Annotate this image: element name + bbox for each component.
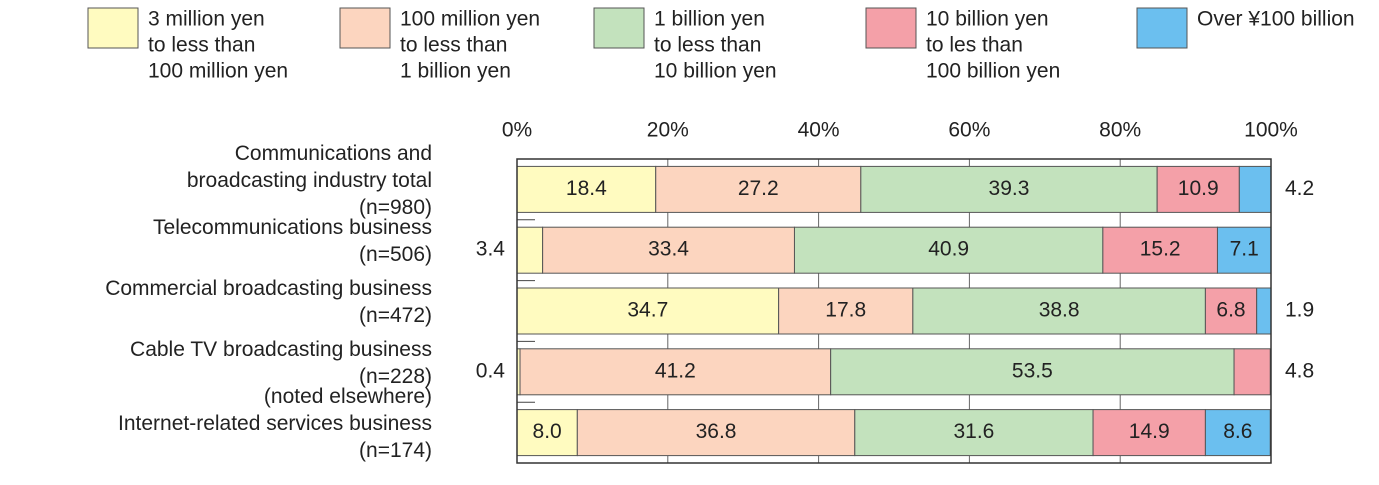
- x-tick-label: 100%: [1244, 119, 1298, 142]
- legend-label: to less than: [400, 34, 507, 57]
- value-label: 31.6: [953, 420, 994, 443]
- value-label: 53.5: [1012, 359, 1053, 382]
- bar-segment: [1233, 348, 1271, 396]
- category-label: (n=980): [359, 196, 432, 219]
- legend-label: 100 million yen: [148, 60, 288, 83]
- category-label: (n=174): [359, 439, 432, 462]
- value-label: 4.8: [1285, 359, 1314, 382]
- value-label: 4.2: [1285, 177, 1314, 200]
- legend-label: 100 billion yen: [926, 60, 1060, 83]
- category-label: Internet-related services business: [118, 412, 432, 435]
- legend-swatch: [339, 7, 391, 49]
- x-tick-label: 80%: [1099, 119, 1141, 142]
- value-label: 15.2: [1140, 238, 1181, 261]
- bar-segment: [516, 287, 780, 335]
- bar-segment: [1092, 409, 1206, 457]
- legend-swatch: [593, 7, 645, 49]
- legend-label: Over ¥100 billion: [1197, 8, 1355, 31]
- legend-label: 1 billion yen: [654, 8, 765, 31]
- bar-segment: [1238, 165, 1272, 213]
- bar-segment: [1204, 409, 1271, 457]
- category-label: (n=228): [359, 365, 432, 388]
- value-label: 7.1: [1230, 238, 1259, 261]
- plot-frame: [516, 158, 1272, 464]
- value-label: 8.6: [1223, 420, 1252, 443]
- value-label: 27.2: [738, 177, 779, 200]
- value-label: 39.3: [989, 177, 1030, 200]
- legend-label: to les than: [926, 34, 1023, 57]
- bar-segment: [542, 226, 795, 274]
- x-tick-label: 60%: [948, 119, 990, 142]
- value-label: 0.4: [476, 359, 506, 382]
- category-label: (noted elsewhere): [264, 385, 432, 408]
- value-label: 18.4: [566, 177, 607, 200]
- value-label: 17.8: [825, 299, 866, 322]
- bar-segment: [854, 409, 1094, 457]
- x-tick-label: 40%: [798, 119, 840, 142]
- category-label: Communications and: [235, 142, 432, 165]
- category-label: (n=506): [359, 243, 432, 266]
- value-label: 14.9: [1129, 420, 1170, 443]
- legend-swatch: [87, 7, 139, 49]
- value-label: 6.8: [1216, 299, 1245, 322]
- bar-segment: [516, 226, 544, 274]
- bar-segment: [519, 348, 832, 396]
- bar-segment: [912, 287, 1206, 335]
- bar-segment: [860, 165, 1158, 213]
- category-label: Commercial broadcasting business: [105, 277, 432, 300]
- value-label: 10.9: [1178, 177, 1219, 200]
- x-tick-label: 0%: [502, 119, 532, 142]
- legend-label: 10 billion yen: [654, 60, 777, 83]
- legend-swatch: [865, 7, 917, 49]
- legend-label: 1 billion yen: [400, 60, 511, 83]
- legend-swatch: [1136, 7, 1188, 49]
- x-tick-label: 20%: [647, 119, 689, 142]
- legend-label: 10 billion yen: [926, 8, 1049, 31]
- value-label: 41.2: [655, 359, 696, 382]
- value-label: 3.4: [476, 238, 506, 261]
- legend-label: to less than: [148, 34, 255, 57]
- category-label: Cable TV broadcasting business: [130, 338, 432, 361]
- legend-label: 100 million yen: [400, 8, 540, 31]
- value-label: 8.0: [533, 420, 562, 443]
- value-label: 36.8: [696, 420, 737, 443]
- category-label: (n=472): [359, 304, 432, 327]
- bar-segment: [655, 165, 862, 213]
- legend-label: 3 million yen: [148, 8, 265, 31]
- value-label: 38.8: [1039, 299, 1080, 322]
- category-label: Telecommunications business: [153, 216, 432, 239]
- bar-segment: [1102, 226, 1218, 274]
- value-label: 1.9: [1285, 299, 1314, 322]
- bar-segment: [516, 409, 578, 457]
- value-label: 40.9: [928, 238, 969, 261]
- bar-segment: [1216, 226, 1272, 274]
- bar-segment: [830, 348, 1235, 396]
- bar-segment: [1156, 165, 1240, 213]
- category-label: broadcasting industry total: [187, 169, 432, 192]
- legend-label: to less than: [654, 34, 761, 57]
- bar-segment: [1204, 287, 1258, 335]
- bar-segment: [1256, 287, 1272, 335]
- bar-segment: [516, 165, 657, 213]
- value-label: 34.7: [627, 299, 668, 322]
- bar-segment: [778, 287, 914, 335]
- value-label: 33.4: [648, 238, 689, 261]
- bar-segment: [793, 226, 1104, 274]
